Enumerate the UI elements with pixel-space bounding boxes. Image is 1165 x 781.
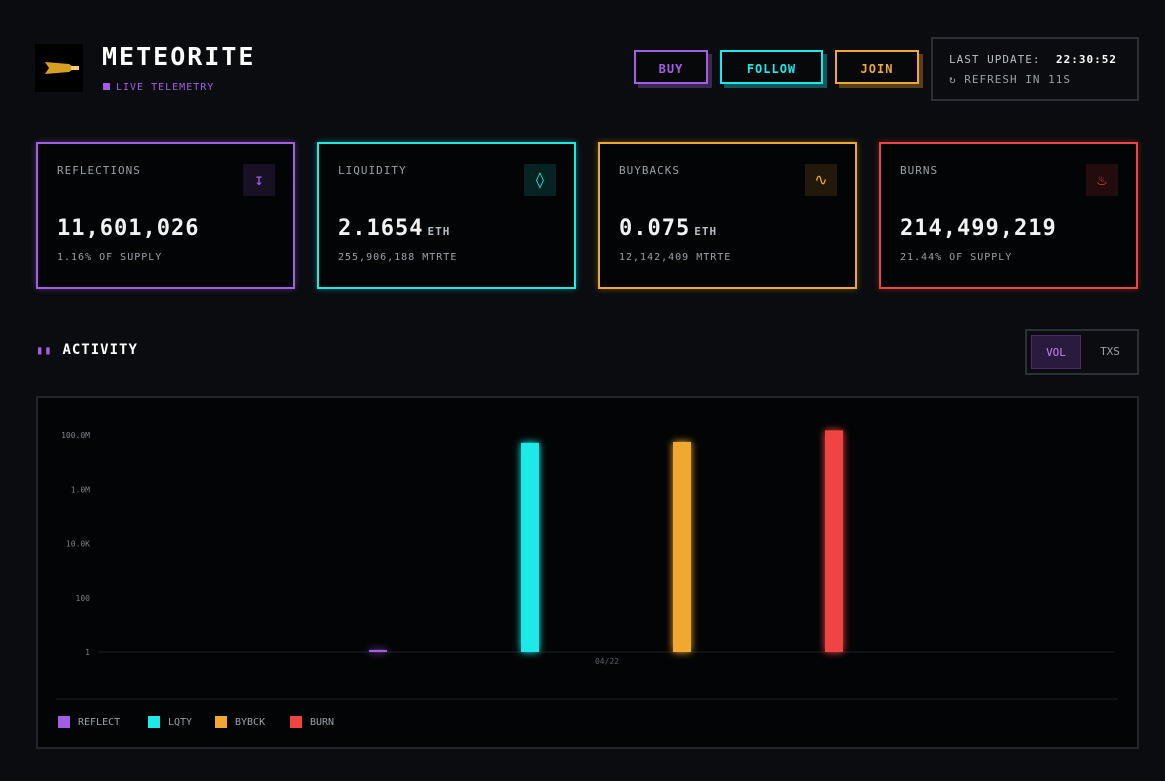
- card-value: 11,601,026: [57, 216, 199, 241]
- legend-label: BURN: [310, 717, 334, 728]
- legend-label: REFLECT: [78, 717, 120, 728]
- stat-card: BURNS ♨ 214,499,219 21.44% OF SUPPLY: [879, 142, 1138, 289]
- y-tick-label: 10.0K: [66, 540, 90, 549]
- card-icon: ↧: [243, 164, 275, 196]
- button[interactable]: FOLLOW: [720, 50, 823, 84]
- subtitle: LIVE TELEMETRY: [103, 82, 214, 93]
- y-tick-label: 1.0M: [71, 485, 90, 494]
- refresh-text: REFRESH IN 11S: [964, 73, 1071, 86]
- legend-swatch: [290, 716, 302, 728]
- logo-icon: [45, 62, 79, 74]
- value: 2.1654: [338, 216, 424, 241]
- y-tick-label: 100.0M: [61, 431, 90, 440]
- card-sub: 255,906,188 MTRTE: [338, 252, 458, 263]
- card-sub: 12,142,409 MTRTE: [619, 252, 732, 263]
- stat-card: REFLECTIONS ↧ 11,601,026 1.16% OF SUPPLY: [36, 142, 295, 289]
- toggle-group: VOL TXS: [1025, 329, 1139, 375]
- x-tick-label: 04/22: [595, 657, 619, 666]
- activity-text: ACTIVITY: [62, 342, 138, 358]
- chart: 1 100 10.0K 1.0M 100.0M 04/22 REFLECT LQTY BYBCK…: [36, 396, 1139, 749]
- legend-label: BYBCK: [235, 717, 265, 728]
- title: METEORITE: [102, 42, 256, 71]
- card-sub: 21.44% OF SUPPLY: [900, 252, 1013, 263]
- status-time: 22:30:52: [1056, 53, 1117, 66]
- y-tick-label: 100: [76, 594, 91, 603]
- card-value: 0.075 ETH: [619, 216, 717, 241]
- value: 11,601,026: [57, 216, 200, 241]
- card-label: BUYBACKS: [619, 164, 680, 177]
- legend-swatch: [148, 716, 160, 728]
- card-value: 214,499,219: [900, 216, 1057, 241]
- card-icon: ◊: [524, 164, 556, 196]
- status-label: LAST UPDATE:: [949, 53, 1041, 66]
- value: 214,499,219: [900, 216, 1057, 241]
- stat-card: BUYBACKS ∿ 0.075 ETH 12,142,409 MTRTE: [598, 142, 857, 289]
- card-icon: ♨: [1086, 164, 1118, 196]
- value: 0.075: [619, 216, 691, 241]
- live-dot: [103, 83, 110, 90]
- refresh: ↻ REFRESH IN 11S: [949, 73, 1071, 86]
- subtitle-text: LIVE TELEMETRY: [116, 82, 215, 93]
- card-sub: 1.16% OF SUPPLY: [57, 252, 163, 263]
- legend-swatch: [215, 716, 227, 728]
- card-label: REFLECTIONS: [57, 164, 141, 177]
- legend-label: LQTY: [168, 717, 192, 728]
- button[interactable]: BUY: [634, 50, 708, 84]
- card-label: LIQUIDITY: [338, 164, 407, 177]
- status-box: LAST UPDATE: 22:30:52 ↻ REFRESH IN 11S: [931, 37, 1139, 101]
- card-value: 2.1654 ETH: [338, 216, 450, 241]
- activity-icon: ▮▮: [36, 343, 53, 357]
- legend-swatch: [58, 716, 70, 728]
- card-icon: ∿: [805, 164, 837, 196]
- bar: [369, 649, 387, 652]
- activity-title: ▮▮ ACTIVITY: [36, 342, 138, 358]
- toggle[interactable]: VOL: [1031, 335, 1081, 369]
- bar: [673, 441, 691, 652]
- logo: [35, 44, 83, 92]
- stat-card: LIQUIDITY ◊ 2.1654 ETH 255,906,188 MTRTE: [317, 142, 576, 289]
- button[interactable]: JOIN: [835, 50, 919, 84]
- bar: [521, 442, 539, 652]
- unit: ETH: [427, 225, 451, 238]
- unit: ETH: [694, 225, 718, 238]
- bar: [825, 430, 843, 652]
- y-tick-label: 1: [85, 648, 90, 657]
- toggle[interactable]: TXS: [1100, 345, 1120, 358]
- card-label: BURNS: [900, 164, 939, 177]
